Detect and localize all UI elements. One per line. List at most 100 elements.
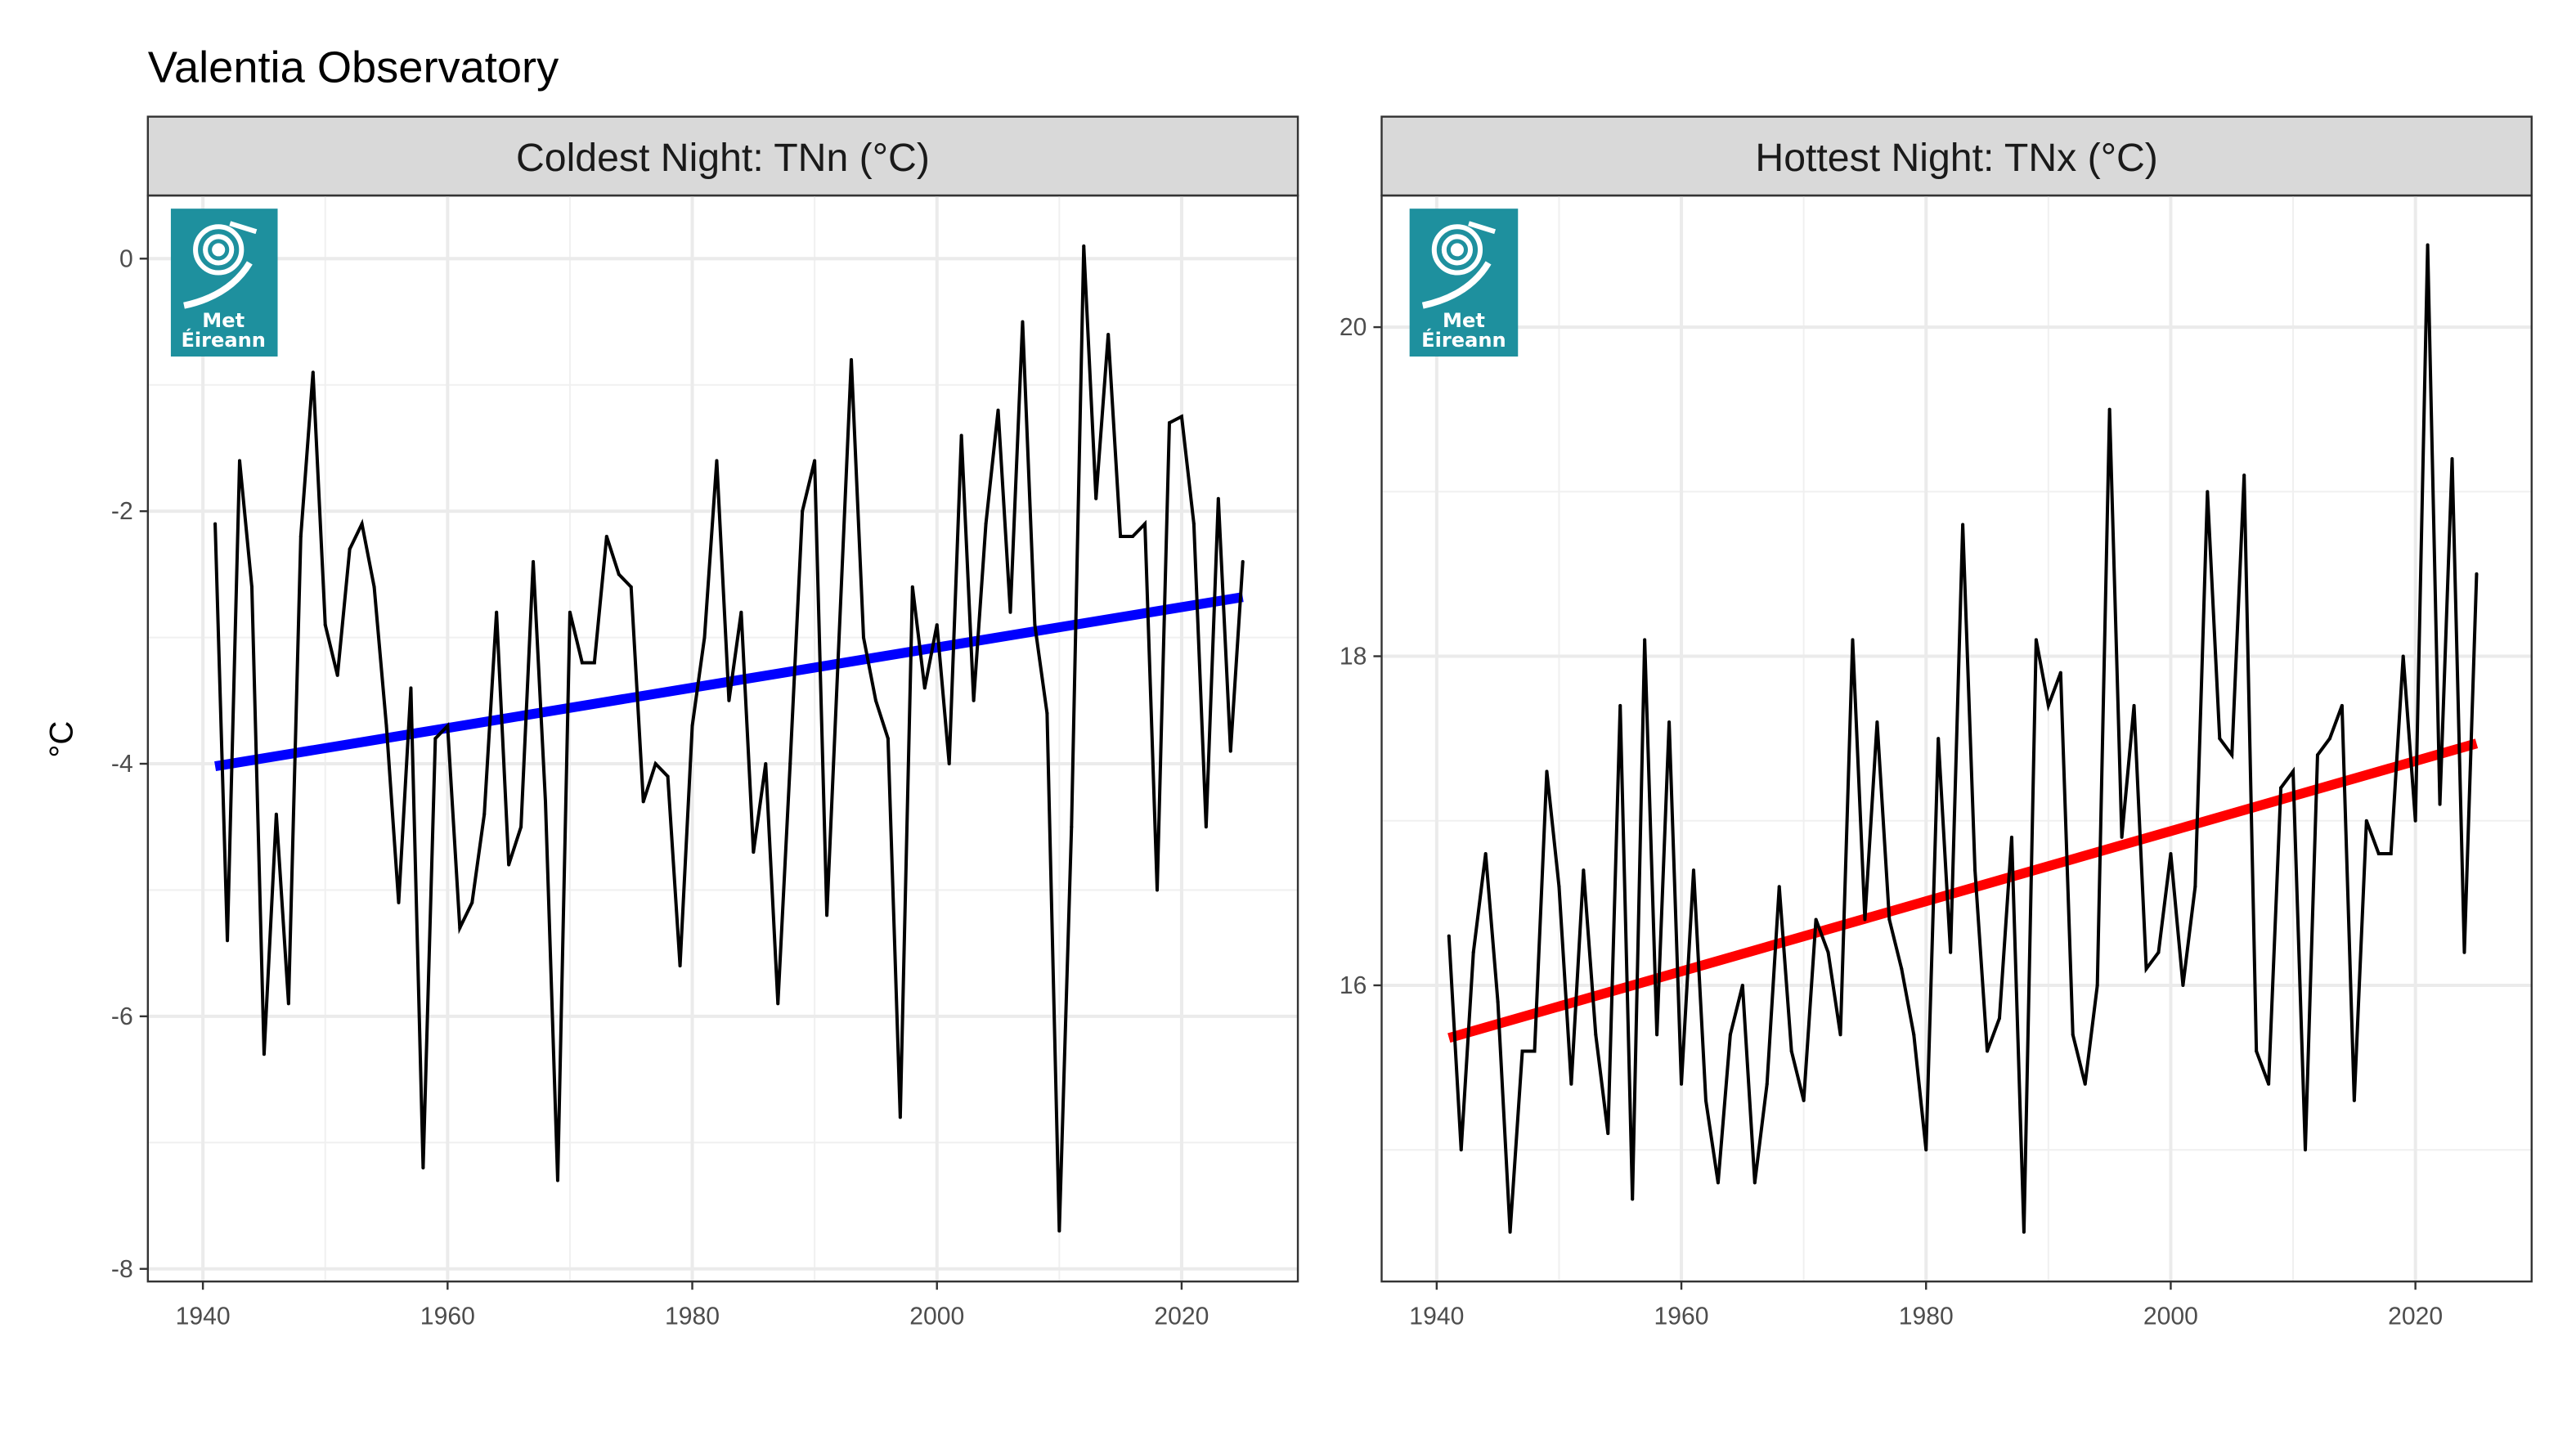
- data-point: [1752, 1181, 1757, 1185]
- data-point: [397, 900, 401, 904]
- data-point: [715, 459, 719, 463]
- data-point: [617, 572, 621, 576]
- data-point: [2327, 737, 2331, 741]
- data-point: [1192, 522, 1196, 526]
- x-tick-label: 2000: [909, 1303, 964, 1330]
- data-point: [1863, 917, 1867, 922]
- data-point: [458, 926, 462, 930]
- data-point: [972, 698, 976, 702]
- data-point: [1070, 825, 1074, 829]
- data-point: [1594, 1033, 1598, 1037]
- data-point: [1643, 638, 1647, 642]
- data-point: [788, 762, 792, 766]
- data-point: [1496, 1000, 1500, 1004]
- data-point: [543, 800, 548, 804]
- logo-text-met: Met: [202, 309, 245, 332]
- data-point: [1680, 1082, 1684, 1086]
- data-point: [604, 535, 608, 539]
- data-point: [2058, 671, 2062, 675]
- data-point: [1728, 1033, 1732, 1037]
- data-point: [2009, 835, 2013, 839]
- data-point: [384, 724, 388, 728]
- data-point: [2107, 407, 2112, 411]
- data-point: [237, 459, 242, 463]
- data-point: [2169, 851, 2173, 855]
- data-point: [1618, 703, 1622, 707]
- logo-text-met: Met: [1443, 309, 1485, 332]
- y-tick-label: -6: [111, 1003, 133, 1030]
- data-point: [262, 1052, 266, 1056]
- met-eireann-swirl-icon: [1421, 221, 1497, 309]
- data-point: [568, 610, 572, 614]
- data-point: [1667, 720, 1672, 724]
- data-point: [1814, 917, 1818, 922]
- data-point: [1483, 851, 1488, 855]
- data-point: [861, 635, 865, 639]
- data-point: [1703, 1098, 1708, 1102]
- data-point: [2095, 983, 2099, 987]
- data-point: [1082, 244, 1086, 248]
- plot-border: [146, 194, 1299, 1283]
- data-point: [226, 939, 230, 943]
- data-point: [1655, 1033, 1659, 1037]
- data-point: [922, 686, 927, 690]
- data-point: [482, 812, 487, 816]
- data-point: [898, 1115, 902, 1119]
- trend-layer: [1447, 738, 2479, 1043]
- x-tick-label: 1980: [1899, 1303, 1954, 1330]
- axes: 1940 1960 1980 2000 2020 16 18 20: [1340, 314, 2443, 1330]
- data-point: [2132, 703, 2136, 707]
- data-point: [935, 623, 939, 627]
- data-point: [1557, 885, 1561, 889]
- data-point: [1471, 950, 1475, 954]
- data-point: [1582, 868, 1586, 873]
- y-tick-label: 16: [1340, 972, 1367, 999]
- data-point: [1997, 1016, 2002, 1021]
- x-tick-label: 1980: [665, 1303, 720, 1330]
- data-point: [1912, 1033, 1916, 1037]
- data-point: [2462, 950, 2466, 954]
- met-eireann-logo: Met Éireann: [170, 209, 278, 357]
- x-tick-label: 1960: [420, 1303, 475, 1330]
- series-layer: [213, 244, 1245, 1233]
- data-point: [1802, 1098, 1806, 1102]
- x-tick-label: 2000: [2143, 1303, 2198, 1330]
- data-point: [274, 812, 278, 816]
- data-point: [2156, 950, 2161, 954]
- data-point: [641, 800, 645, 804]
- data-point: [2475, 572, 2479, 576]
- strip-background: [146, 115, 1299, 197]
- data-point: [1045, 711, 1049, 716]
- data-point: [1961, 523, 1965, 527]
- data-point: [873, 698, 877, 702]
- panel-title: Hottest Night: TNx (°C): [1755, 136, 2157, 180]
- data-point: [360, 522, 364, 526]
- data-point: [1447, 934, 1451, 938]
- data-point: [2413, 819, 2417, 823]
- data-point: [2438, 802, 2442, 806]
- data-point: [580, 661, 584, 665]
- grid: [147, 195, 1299, 1282]
- data-point: [2071, 1033, 2075, 1037]
- data-point: [727, 698, 731, 702]
- logo-background: [1409, 209, 1519, 357]
- data-point: [1875, 720, 1879, 724]
- data-point: [446, 724, 450, 728]
- data-point: [1119, 535, 1123, 539]
- data-point: [837, 635, 841, 639]
- data-point: [421, 1166, 425, 1170]
- data-point: [555, 1178, 559, 1182]
- figure-title: Valentia Observatory: [148, 43, 559, 92]
- data-point: [495, 610, 499, 614]
- y-tick-label: -2: [111, 498, 133, 525]
- data-point: [1973, 868, 1977, 873]
- data-point: [1057, 1229, 1061, 1233]
- data-point: [1887, 917, 1892, 922]
- data-point: [1508, 1230, 1512, 1234]
- data-point: [507, 863, 511, 867]
- x-tick-label: 1960: [1654, 1303, 1709, 1330]
- data-point: [2218, 737, 2222, 741]
- data-point: [702, 635, 707, 639]
- data-point: [1838, 1033, 1842, 1037]
